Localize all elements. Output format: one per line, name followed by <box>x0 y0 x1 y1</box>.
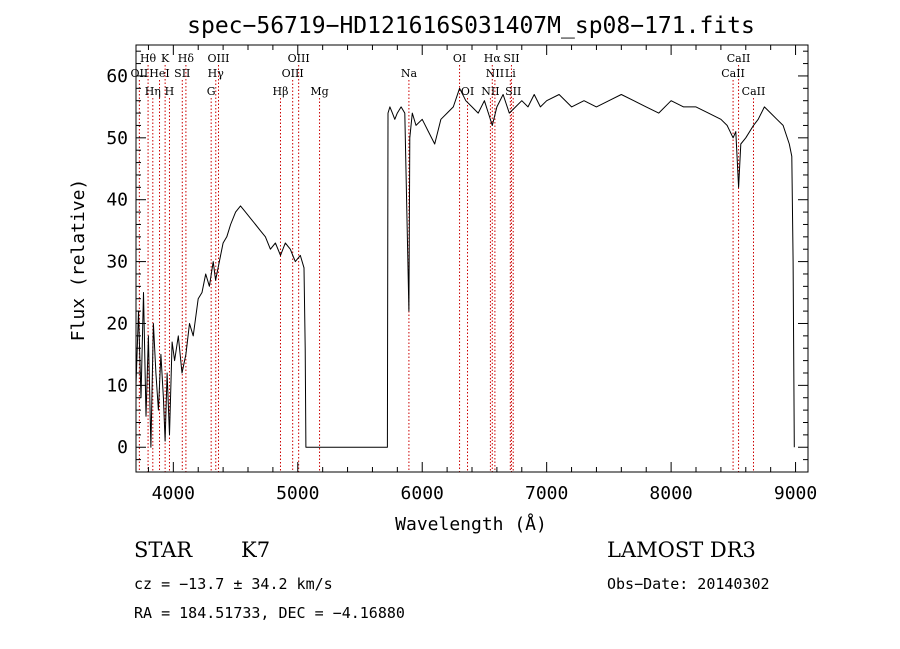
object-subclass: K7 <box>241 538 271 562</box>
spectrum-chart: spec−56719−HD121616S031407M_sp08−171.fit… <box>68 13 817 535</box>
spectral-line-label: Hβ <box>273 85 289 98</box>
spectrum-series-line <box>135 87 795 448</box>
spectral-line-label: OII <box>131 67 149 80</box>
spectral-line-label: OIII <box>282 67 304 80</box>
spectral-line-label: Hθ <box>140 52 157 65</box>
spectral-line-label: G <box>207 85 216 98</box>
spectral-line-label: CaII <box>727 52 751 65</box>
spectral-line-label: Hα <box>484 52 502 65</box>
spectral-line-label: HeI <box>149 67 169 80</box>
object-class: STAR <box>134 538 193 562</box>
spectral-line-label: Mg <box>310 85 328 98</box>
spectral-line-labels: Hθ OII Hη HeI K H SII Hδ OIII Hγ G Hβ OIII OIII Mg Na OI… <box>131 52 766 98</box>
x-tick-label: 8000 <box>649 483 692 504</box>
y-tick-label: 0 <box>117 437 128 458</box>
spectral-line-markers <box>138 65 754 472</box>
spectral-line-label: H <box>165 85 175 98</box>
plot-frame <box>135 44 809 473</box>
spectral-line-label: K <box>161 52 170 65</box>
spectral-line-label: Hδ <box>178 52 195 65</box>
observation-date: Obs−Date: 20140302 <box>607 575 770 593</box>
sky-coordinates: RA = 184.51733, DEC = −4.16880 <box>134 604 405 622</box>
spectral-line-label: OI <box>461 85 474 98</box>
x-tick-label: 9000 <box>774 483 817 504</box>
spectral-line-label: OI <box>453 52 466 65</box>
y-tick-label: 60 <box>106 66 128 87</box>
redshift-velocity: cz = −13.7 ± 34.2 km/s <box>134 575 333 593</box>
y-tick-label: 20 <box>106 313 128 334</box>
x-tick-label: 5000 <box>276 483 319 504</box>
y-tick-label: 50 <box>106 128 128 149</box>
x-tick-label: 6000 <box>401 483 444 504</box>
y-tick-label: 10 <box>106 375 128 396</box>
y-axis-label: Flux (relative) <box>68 179 89 342</box>
spectral-line-label: SII <box>503 52 519 65</box>
x-tick-label: 4000 <box>152 483 195 504</box>
spectral-line-label: Li <box>505 67 516 80</box>
spectral-line-label: OIII <box>207 52 229 65</box>
x-tick-label: 7000 <box>525 483 568 504</box>
axis-ticks: 4000 5000 6000 7000 8000 9000 0 10 20 30 40 50 60 <box>106 45 817 504</box>
spectral-line-label: NII <box>481 85 499 98</box>
y-tick-label: 40 <box>106 190 128 211</box>
spectral-line-label: NII <box>486 67 504 80</box>
spectral-line-label: Na <box>401 67 418 80</box>
spectral-line-label: CaII <box>742 85 766 98</box>
spectral-line-label: Hη <box>145 85 161 98</box>
spectral-line-label: Hγ <box>208 67 225 80</box>
spectral-line-label: SII <box>174 67 190 80</box>
survey-name: LAMOST DR3 <box>607 538 756 562</box>
spectral-line-label: CaII <box>721 67 745 80</box>
chart-title: spec−56719−HD121616S031407M_sp08−171.fit… <box>187 13 755 39</box>
series-layer <box>135 87 795 448</box>
spectral-line-label: OIII <box>288 52 310 65</box>
x-axis-label: Wavelength (Å) <box>395 513 547 535</box>
spectral-line-label: SII <box>505 85 521 98</box>
y-tick-label: 30 <box>106 252 128 273</box>
